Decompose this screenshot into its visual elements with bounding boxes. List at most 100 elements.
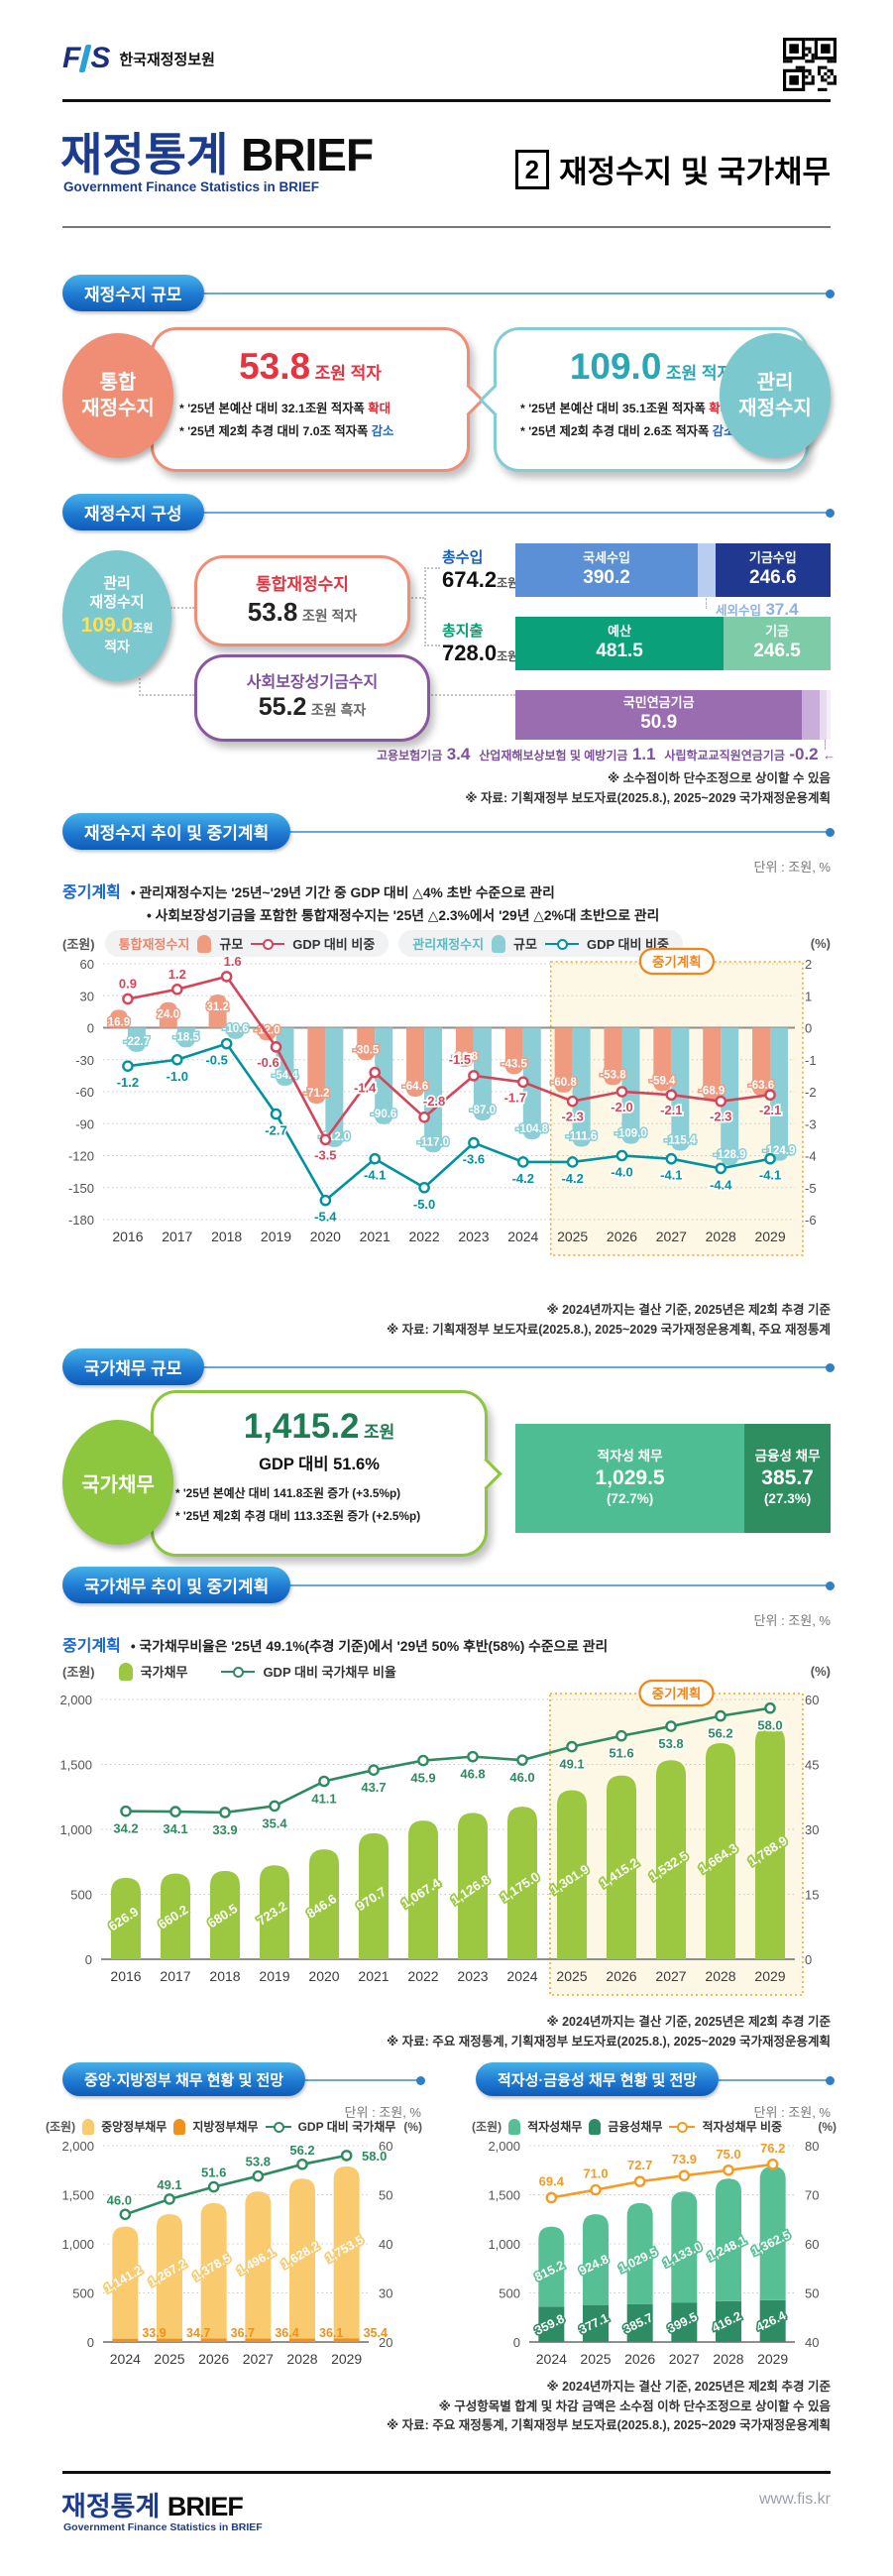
footer-brand-ko: 재정통계 [61, 2492, 161, 2521]
svg-text:-60.8: -60.8 [551, 1077, 578, 1089]
fis-logo-s: S [90, 42, 111, 74]
section2-title: 재정수지 구성 [62, 494, 204, 530]
svg-text:-36.8: -36.8 [452, 1051, 479, 1063]
bar-swatch-icon [589, 2118, 602, 2135]
axis-unit-right: (%) [810, 936, 831, 951]
debt-unit: 조원 [363, 1423, 395, 1442]
seg-name: 예산 [608, 624, 632, 639]
svg-text:-3: -3 [805, 1116, 817, 1131]
seg-name: 국세수입 [583, 550, 630, 565]
section3-rule [218, 827, 835, 837]
svg-text:2019: 2019 [261, 1229, 291, 1244]
svg-text:34.2: 34.2 [113, 1821, 138, 1836]
fiscal-balance-chart: 60 30 0 -30 -60 -90 -120 -150 -180 2 1 0 -1 -2 -3 -4 -5 -… [68, 947, 817, 1256]
svg-text:2018: 2018 [211, 1229, 242, 1244]
footnote: ※ 2024년까지는 결산 기준, 2025년은 제2회 추경 기준 [546, 2380, 831, 2394]
line-swatch-icon [544, 938, 579, 950]
svg-text:60: 60 [805, 1693, 819, 1707]
svg-text:1,000: 1,000 [59, 1822, 92, 1837]
line-swatch-icon [669, 2121, 696, 2133]
svg-text:60: 60 [379, 2139, 392, 2154]
national-debt-card: 1,415.2 조원 GDP 대비 51.6% * '25년 본예산 대비 14… [151, 1390, 502, 1557]
svg-text:2021: 2021 [360, 1229, 391, 1244]
website-link[interactable]: www.fis.kr [759, 2491, 831, 2508]
issue-number: 2 [514, 149, 550, 189]
svg-text:-0.6: -0.6 [257, 1055, 279, 1070]
section7-rule [614, 2075, 835, 2085]
legend-group-name: 관리재정수지 [412, 937, 485, 952]
svg-text:30: 30 [379, 2286, 392, 2301]
circle-unit: 조원 [133, 622, 154, 635]
svg-text:-60: -60 [75, 1085, 94, 1100]
fis-logo: F S 한국재정정보원 [62, 44, 215, 73]
ann-value: -0.2 [789, 745, 819, 763]
badge-line1: 통합 [99, 372, 137, 394]
svg-text:2017: 2017 [160, 1968, 190, 1984]
line-swatch-icon [265, 2121, 291, 2133]
legend-line-label: GDP 대비 국가채무 비율 [263, 1665, 396, 1680]
svg-text:2021: 2021 [358, 1968, 389, 1984]
expenditure-label-block: 총지출 728.0조원 [442, 620, 518, 666]
svg-text:33.9: 33.9 [212, 1822, 237, 1837]
header-divider [62, 99, 831, 102]
brand-subtitle: Government Finance Statistics in BRIEF [63, 179, 320, 194]
chart1-legend: (조원) 통합재정수지 규모 GDP 대비 비중 관리재정수지 규모 GDP 대… [62, 930, 831, 957]
legend-bar1-label: 중앙정부채무 [101, 2120, 167, 2134]
svg-text:2026: 2026 [606, 1968, 636, 1984]
connector [404, 597, 424, 599]
connector [424, 567, 426, 646]
seg-value: 246.6 [749, 567, 797, 589]
expenditure-value: 728.0 [442, 641, 498, 665]
svg-text:49.1: 49.1 [559, 1757, 584, 1772]
svg-text:-5.4: -5.4 [314, 1210, 337, 1225]
svg-text:2: 2 [805, 957, 812, 972]
svg-text:56.2: 56.2 [708, 1726, 732, 1741]
svg-text:-1.0: -1.0 [167, 1069, 188, 1084]
svg-text:1,000: 1,000 [61, 2237, 94, 2252]
section3-unit: 단위 : 조원, % [753, 860, 831, 875]
integrated-balance-box: 통합재정수지 53.8 조원 적자 [194, 555, 410, 646]
legend-bar2-label: 금융성채무 [608, 2120, 663, 2134]
legend-item-ratio: GDP 대비 국가채무 비율 [221, 1662, 396, 1681]
svg-text:-12.0: -12.0 [254, 1024, 279, 1036]
svg-text:1,500: 1,500 [488, 2188, 520, 2203]
debt-gdp-ratio: GDP 대비 51.6% [259, 1456, 380, 1473]
note-text: * '25년 본예산 대비 32.1조원 적자폭 [179, 402, 369, 415]
svg-text:1.6: 1.6 [224, 954, 242, 969]
footnote: ※ 2024년까지는 결산 기준, 2025년은 제2회 추경 기준 [546, 1303, 831, 1317]
svg-text:-30: -30 [75, 1053, 94, 1068]
section6-rule [198, 2075, 425, 2085]
line-swatch-icon [221, 1666, 256, 1678]
chart2-footnotes: ※ 2024년까지는 결산 기준, 2025년은 제2회 추경 기준 ※ 자료:… [196, 2013, 831, 2051]
revenue-value-row: 674.2조원 [442, 567, 518, 593]
section7-title: 적자성·금융성 채무 현황 및 전망 [476, 2062, 720, 2096]
revenue-seg-nontax [698, 543, 716, 597]
svg-text:1: 1 [805, 989, 812, 1003]
fund-annotation-connector [825, 740, 826, 750]
axis-unit-left: (조원) [62, 937, 95, 952]
svg-text:-2.1: -2.1 [759, 1103, 781, 1117]
issue-title-row: 2 재정수지 및 국가채무 [514, 147, 831, 191]
svg-text:-4.1: -4.1 [759, 1168, 781, 1183]
svg-text:-71.2: -71.2 [303, 1088, 329, 1100]
svg-text:71.0: 71.0 [583, 2166, 608, 2181]
axis-unit-left: (조원) [46, 2120, 76, 2134]
svg-text:2017: 2017 [162, 1229, 192, 1244]
expenditure-unit: 조원 [497, 649, 519, 663]
axis-unit-left: (조원) [472, 2120, 502, 2134]
social-box-value-row: 55.2 조원 흑자 [197, 693, 427, 722]
fund-seg-pension: 국민연금기금 50.9 [515, 690, 803, 740]
svg-text:2024: 2024 [110, 2351, 141, 2367]
svg-text:2,000: 2,000 [59, 1693, 92, 1707]
svg-text:2026: 2026 [607, 1229, 637, 1244]
circle-line1: 관리 [103, 575, 131, 593]
expenditure-label: 총지출 [442, 623, 484, 640]
legend-item-debt: 국가채무 [118, 1662, 187, 1681]
svg-text:20: 20 [379, 2335, 392, 2350]
svg-text:-117.0: -117.0 [417, 1136, 449, 1148]
social-fund-bar: 국민연금기금 50.9 [515, 690, 831, 740]
svg-text:72.7: 72.7 [627, 2158, 652, 2172]
seg-value: 1,029.5 [595, 1465, 665, 1489]
gov-debt-chart: 2,000 1,500 1,000 500 0 60 50 40 30 20 2024 2025 202… [61, 2139, 392, 2367]
